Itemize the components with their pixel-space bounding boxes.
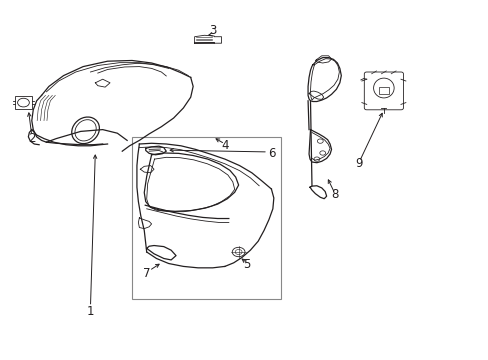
Text: 1: 1	[86, 305, 94, 318]
Text: 4: 4	[221, 139, 228, 152]
Text: 5: 5	[243, 258, 250, 271]
Bar	[132, 137, 281, 299]
Text: 2: 2	[28, 132, 36, 145]
Bar	[378, 87, 388, 94]
Text: 7: 7	[142, 267, 150, 280]
Text: 8: 8	[330, 188, 338, 201]
Text: 6: 6	[267, 147, 275, 159]
Text: 9: 9	[355, 157, 363, 170]
Text: 3: 3	[208, 24, 216, 37]
Bar	[15, 96, 32, 109]
